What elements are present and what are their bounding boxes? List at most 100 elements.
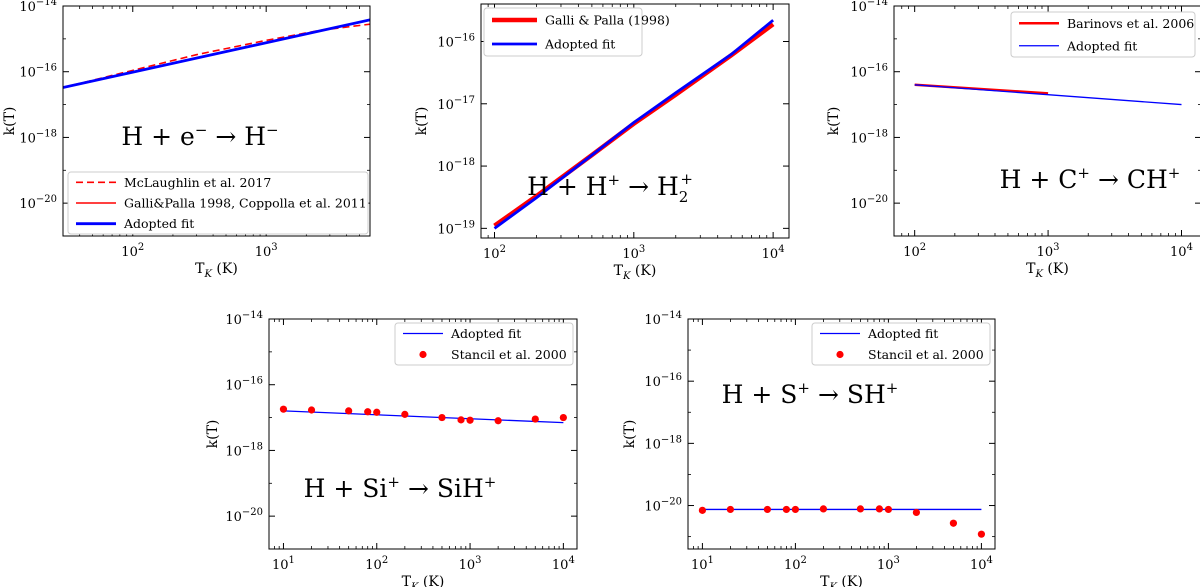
data-point bbox=[819, 505, 828, 513]
reaction-part: H + Si bbox=[304, 474, 388, 503]
x-tick-label-exponent: 2 bbox=[920, 242, 926, 253]
x-axis-label: TK (K) bbox=[402, 574, 445, 587]
x-tick-label-base: 10 bbox=[970, 558, 987, 573]
reaction-part: H + H bbox=[527, 172, 607, 201]
x-tick-label: 102 bbox=[483, 244, 506, 262]
x-tick-label: 104 bbox=[1170, 242, 1193, 260]
y-tick-label-exponent: −14 bbox=[242, 310, 263, 321]
legend-label: Adopted fit bbox=[123, 216, 194, 231]
x-axis-label: TK (K) bbox=[1026, 261, 1069, 280]
y-tick-label-exponent: −17 bbox=[454, 95, 475, 106]
data-point bbox=[345, 407, 353, 415]
y-tick-label: 10−18 bbox=[19, 128, 57, 146]
x-axis-label-subscript: K bbox=[829, 582, 838, 587]
x-tick-label-base: 10 bbox=[121, 245, 138, 260]
y-tick-label: 10−16 bbox=[437, 32, 475, 50]
x-tick-label-base: 10 bbox=[877, 558, 894, 573]
data-point bbox=[698, 506, 707, 514]
y-tick-label: 10−18 bbox=[644, 434, 682, 452]
y-tick-label-base: 10 bbox=[644, 500, 661, 515]
x-tick-label: 103 bbox=[877, 555, 900, 573]
legend-label: Barinovs et al. 2006 bbox=[1067, 16, 1194, 31]
x-tick-label-exponent: 3 bbox=[1053, 242, 1059, 253]
y-tick-label-base: 10 bbox=[225, 379, 242, 394]
plot-frame bbox=[480, 3, 790, 239]
plot-frame bbox=[62, 5, 371, 237]
legend: McLaughlin et al. 2017 Galli&Palla 1998, … bbox=[67, 171, 369, 235]
y-axis-label: k(T) bbox=[414, 107, 430, 136]
y-tick-label: 10−20 bbox=[644, 497, 682, 515]
legend-label: Adopted fit bbox=[867, 326, 938, 341]
reaction-superscript: + bbox=[608, 171, 621, 189]
x-tick-label-base: 10 bbox=[1170, 245, 1187, 260]
x-axis-label-subscript: K bbox=[410, 582, 419, 587]
x-tick-label-base: 10 bbox=[1037, 245, 1054, 260]
data-point bbox=[494, 417, 502, 425]
y-tick-label-exponent: −18 bbox=[454, 157, 475, 168]
data-point bbox=[856, 505, 865, 513]
data-point bbox=[438, 413, 446, 422]
x-axis-label-unit: (K) bbox=[418, 574, 444, 587]
y-tick-label-base: 10 bbox=[19, 0, 36, 15]
plot-area bbox=[493, 19, 775, 230]
x-axis-label-unit: (K) bbox=[837, 574, 863, 587]
reaction-part: → H bbox=[207, 122, 266, 151]
x-tick-label: 102 bbox=[121, 242, 144, 260]
legend: Adopted fit Stancil et al. 2000 bbox=[811, 322, 991, 366]
reaction-label: H + Si+ → SiH+ bbox=[304, 473, 497, 503]
data-point bbox=[763, 505, 772, 514]
data-point bbox=[791, 505, 800, 514]
y-tick-label-exponent: −16 bbox=[661, 372, 682, 383]
y-tick-label-exponent: −18 bbox=[661, 434, 682, 445]
legend-label: Stancil et al. 2000 bbox=[451, 347, 567, 362]
y-tick-label: 10−18 bbox=[437, 157, 475, 175]
y-tick-label-base: 10 bbox=[19, 66, 36, 81]
data-point bbox=[949, 519, 958, 527]
data-point bbox=[977, 530, 986, 538]
reaction-part: H + e bbox=[121, 122, 194, 151]
x-tick-label-base: 10 bbox=[459, 558, 476, 573]
y-tick-label-exponent: −16 bbox=[242, 376, 263, 387]
y-axis-label: k(T) bbox=[2, 107, 18, 136]
x-tick-label-base: 10 bbox=[483, 247, 500, 262]
y-tick-label-exponent: −18 bbox=[242, 441, 263, 452]
x-tick-label: 104 bbox=[552, 555, 575, 573]
data-point bbox=[457, 416, 465, 424]
x-tick-label-exponent: 4 bbox=[778, 244, 784, 255]
y-tick-label-base: 10 bbox=[225, 313, 242, 328]
y-tick-label-base: 10 bbox=[437, 98, 454, 113]
x-tick-label-base: 10 bbox=[784, 558, 801, 573]
x-tick-label: 101 bbox=[691, 555, 714, 573]
y-tick-label-exponent: −14 bbox=[867, 0, 888, 8]
data-point bbox=[726, 505, 735, 514]
y-tick-label-exponent: −14 bbox=[36, 0, 57, 8]
y-tick-label-exponent: −20 bbox=[661, 497, 682, 508]
x-axis-label: TK (K) bbox=[820, 574, 863, 587]
plot-area bbox=[279, 405, 567, 425]
x-tick-label-exponent: 2 bbox=[800, 555, 806, 566]
plot-area bbox=[63, 18, 370, 89]
x-tick-label-base: 10 bbox=[622, 247, 639, 262]
series-line bbox=[914, 84, 1182, 106]
x-tick-label-base: 10 bbox=[255, 245, 272, 260]
legend-label: McLaughlin et al. 2017 bbox=[124, 175, 271, 190]
x-tick-label: 103 bbox=[1037, 242, 1060, 260]
y-tick-label-base: 10 bbox=[19, 131, 36, 146]
plot-frame bbox=[687, 318, 996, 550]
y-tick-label-base: 10 bbox=[437, 160, 454, 175]
series-line bbox=[63, 23, 370, 89]
y-tick-label-exponent: −16 bbox=[454, 32, 475, 43]
y-tick-label: 10−18 bbox=[225, 441, 263, 459]
data-point bbox=[279, 405, 288, 413]
y-tick-label-exponent: −18 bbox=[36, 128, 57, 139]
data-point bbox=[466, 416, 474, 424]
y-tick-label-exponent: −20 bbox=[867, 194, 888, 205]
y-tick-label-base: 10 bbox=[644, 375, 661, 390]
reaction-superscript: + bbox=[886, 379, 899, 397]
reaction-part: → SH bbox=[810, 380, 886, 409]
series-line bbox=[283, 410, 564, 424]
